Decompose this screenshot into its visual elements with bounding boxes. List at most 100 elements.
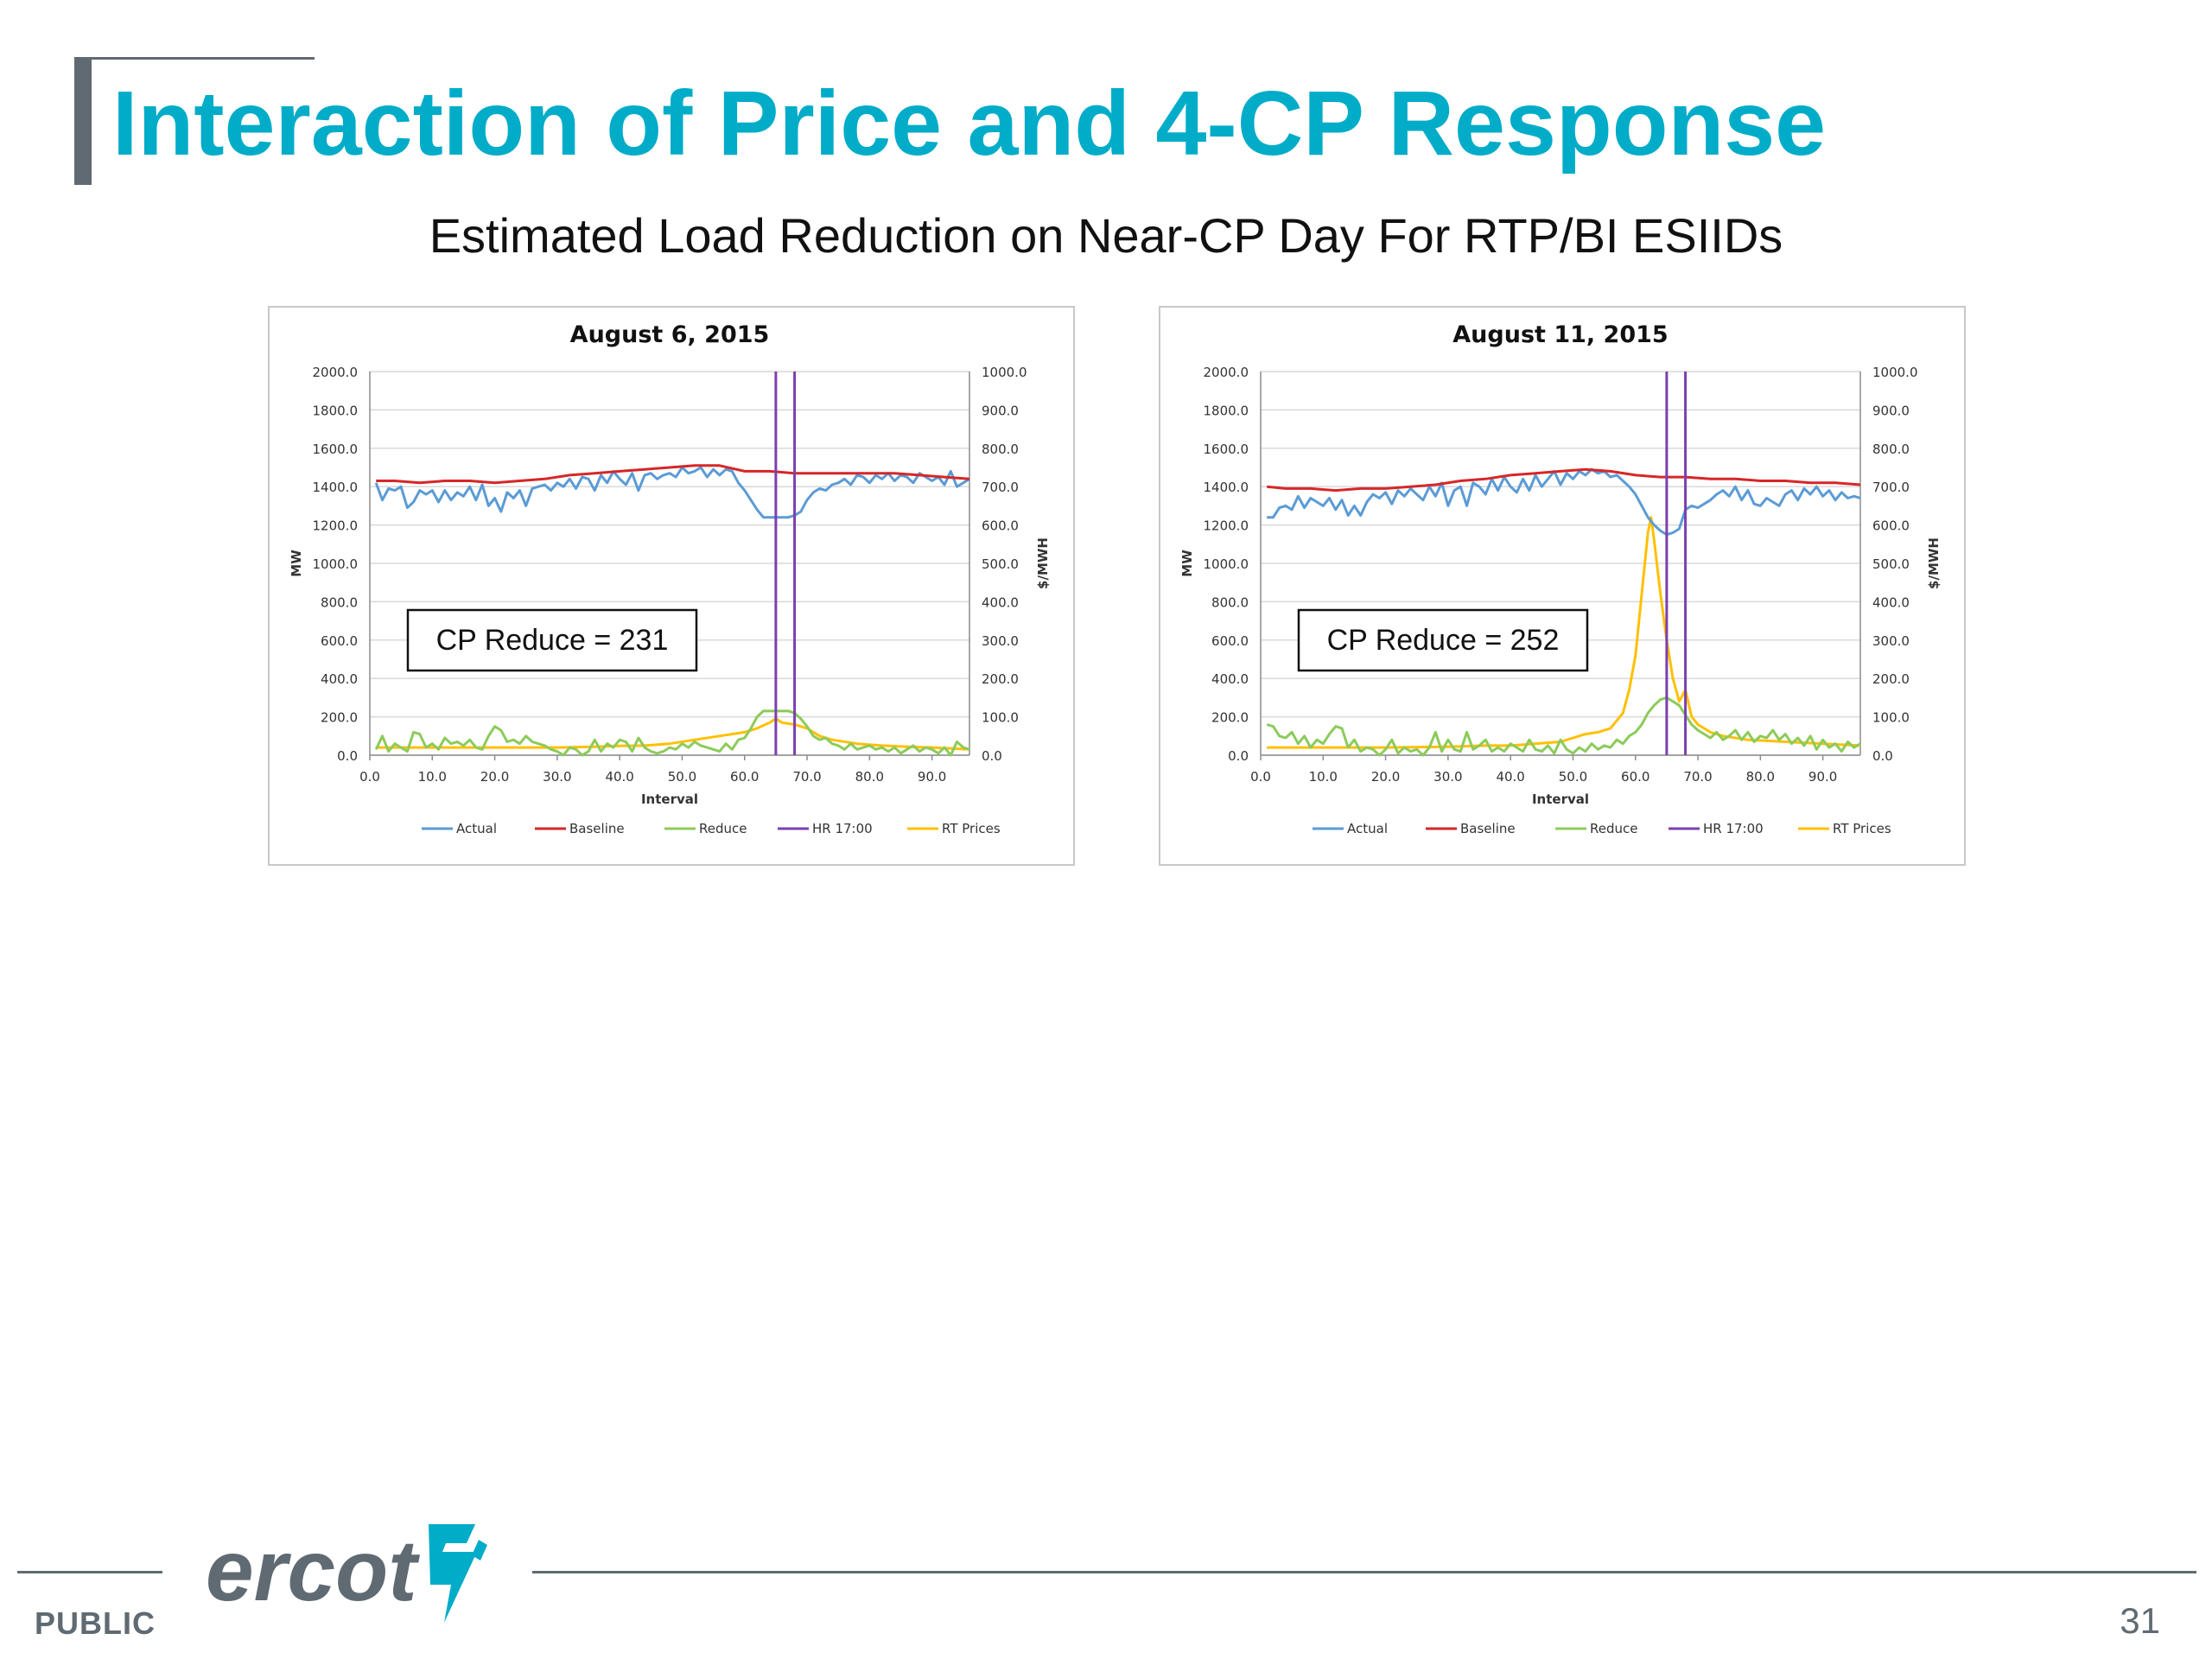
y-tick-label: 1200.0 <box>1204 518 1249 534</box>
ercot-logo: ercot <box>206 1514 491 1626</box>
x-tick-label: 70.0 <box>1683 769 1712 785</box>
y-tick-label: 800.0 <box>1211 594 1249 610</box>
y-tick-label: 200.0 <box>1211 710 1249 726</box>
legend-label: Baseline <box>569 821 625 836</box>
y2-tick-label: 500.0 <box>1872 556 1910 572</box>
y-tick-label: 400.0 <box>321 671 358 687</box>
x-tick-label: 0.0 <box>359 769 380 785</box>
annotation-text: CP Reduce = 231 <box>436 624 669 657</box>
legend-item-baseline: Baseline <box>535 821 625 836</box>
x-tick-label: 80.0 <box>1746 769 1775 785</box>
x-axis-label: Interval <box>1532 791 1589 807</box>
y-axis-label: MW <box>289 550 304 577</box>
y2-axis-label: $/MWH <box>1926 537 1942 589</box>
y-tick-label: 1400.0 <box>313 480 359 495</box>
footer-rule-left <box>17 1571 162 1573</box>
y2-tick-label: 100.0 <box>1872 710 1910 726</box>
annotation-box <box>1297 608 1589 672</box>
page-number: 31 <box>2120 1600 2160 1641</box>
y-tick-label: 600.0 <box>321 633 358 649</box>
y2-axis-label: $/MWH <box>1035 537 1051 589</box>
legend-label: HR 17:00 <box>812 821 873 836</box>
classification-label: PUBLIC <box>35 1605 156 1641</box>
y2-tick-label: 200.0 <box>1872 671 1910 687</box>
title-accent-bar <box>74 57 92 185</box>
legend-item-rt-prices: RT Prices <box>907 821 1001 836</box>
x-tick-label: 40.0 <box>1496 769 1524 785</box>
legend-item-hr-17-00: HR 17:00 <box>1669 821 1764 836</box>
y2-tick-label: 700.0 <box>1872 480 1910 495</box>
x-tick-label: 60.0 <box>1621 769 1649 785</box>
y2-tick-label: 1000.0 <box>1872 365 1918 380</box>
y2-tick-label: 600.0 <box>982 518 1019 534</box>
slide-subtitle: Estimated Load Reduction on Near-CP Day … <box>429 208 1783 263</box>
y-tick-label: 1600.0 <box>1204 442 1249 457</box>
y2-tick-label: 800.0 <box>1872 442 1910 457</box>
y2-tick-label: 1000.0 <box>982 365 1027 380</box>
y-tick-label: 800.0 <box>321 594 358 610</box>
texas-bolt-icon <box>429 1524 487 1623</box>
y-tick-label: 2000.0 <box>1204 365 1249 380</box>
series-line-baseline <box>376 464 970 485</box>
x-tick-label: 10.0 <box>1309 769 1338 785</box>
y2-tick-label: 400.0 <box>1872 594 1910 610</box>
y2-tick-label: 800.0 <box>982 442 1019 457</box>
legend-label: Baseline <box>1460 821 1516 836</box>
legend-label: HR 17:00 <box>1703 821 1764 836</box>
x-tick-label: 40.0 <box>605 769 633 785</box>
y-tick-label: 1800.0 <box>313 403 359 418</box>
y2-tick-label: 500.0 <box>982 556 1019 572</box>
x-tick-label: 0.0 <box>1250 769 1271 785</box>
y2-tick-label: 300.0 <box>982 633 1019 649</box>
legend-item-baseline: Baseline <box>1426 821 1516 836</box>
footer-rule-right <box>532 1571 2196 1573</box>
y2-tick-label: 100.0 <box>982 710 1019 726</box>
y2-tick-label: 900.0 <box>1872 403 1910 418</box>
y2-tick-label: 300.0 <box>1872 633 1910 649</box>
title-accent-rule <box>74 57 315 60</box>
x-tick-label: 30.0 <box>1433 769 1462 785</box>
chart-august-6: August 6, 2015 0.0 200.0 400.0 600.0 800.0 100… <box>268 306 1075 866</box>
series-line-actual <box>374 466 970 519</box>
legend-label: Actual <box>456 821 497 836</box>
legend-item-reduce: Reduce <box>664 821 747 836</box>
series-line-actual <box>1267 467 1861 537</box>
y2-tick-label: 0.0 <box>982 748 1002 764</box>
legend-item-actual: Actual <box>422 821 497 836</box>
legend-item-actual: Actual <box>1313 821 1388 836</box>
legend-item-rt-prices: RT Prices <box>1798 821 1891 836</box>
chart-august-11: August 11, 2015 0.0 200.0 400.0 600.0 800.0 10… <box>1159 306 1966 866</box>
logo-text: ercot <box>206 1522 420 1619</box>
x-tick-label: 10.0 <box>418 769 447 785</box>
cp-reduce-annotation: CP Reduce = 231 <box>406 608 698 672</box>
slide-title: Interaction of Price and 4-CP Response <box>112 73 1827 175</box>
y-tick-label: 1200.0 <box>313 518 359 534</box>
x-tick-label: 20.0 <box>1371 769 1400 785</box>
legend-label: Reduce <box>699 821 747 836</box>
y-tick-label: 1800.0 <box>1204 403 1249 418</box>
y2-tick-label: 900.0 <box>982 403 1019 418</box>
series-line-baseline <box>1267 467 1861 493</box>
series-line-reduce <box>374 709 970 757</box>
y2-tick-label: 700.0 <box>982 480 1019 495</box>
y-tick-label: 1000.0 <box>1204 556 1249 572</box>
y2-tick-label: 0.0 <box>1872 748 1893 764</box>
legend-label: RT Prices <box>1833 821 1891 836</box>
x-tick-label: 60.0 <box>730 769 759 785</box>
x-tick-label: 50.0 <box>1559 769 1587 785</box>
y-tick-label: 200.0 <box>321 710 358 726</box>
y2-tick-label: 400.0 <box>982 594 1019 610</box>
y-tick-label: 0.0 <box>337 748 358 764</box>
y-tick-label: 0.0 <box>1228 748 1249 764</box>
series-line-reduce <box>1266 696 1861 757</box>
annotation-text: CP Reduce = 252 <box>1327 624 1560 657</box>
legend-item-reduce: Reduce <box>1555 821 1637 836</box>
chart-title: August 6, 2015 <box>570 321 770 348</box>
y-tick-label: 600.0 <box>1211 633 1249 649</box>
y-tick-label: 1000.0 <box>313 556 359 572</box>
chart-august-6-svg: August 6, 2015 0.0 200.0 400.0 600.0 800.0 100… <box>289 321 1051 836</box>
annotation-box <box>406 608 698 672</box>
x-tick-label: 50.0 <box>668 769 696 785</box>
legend-label: RT Prices <box>942 821 1001 836</box>
y-tick-label: 2000.0 <box>313 365 359 380</box>
